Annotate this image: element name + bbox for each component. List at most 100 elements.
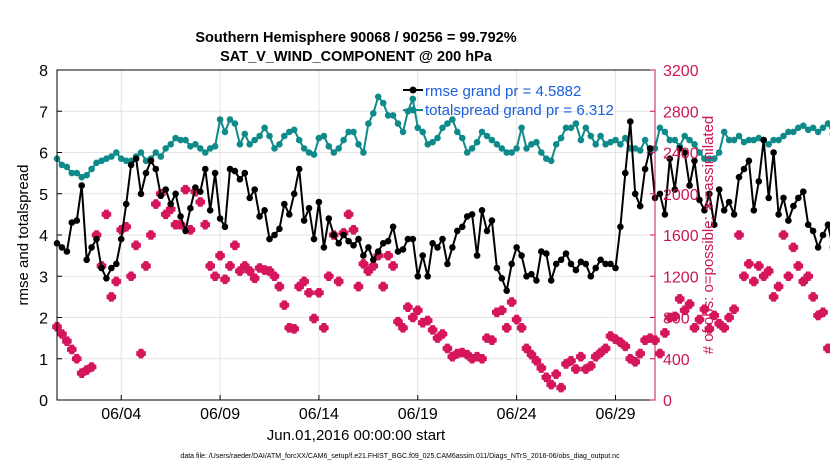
- obs-point: [739, 271, 749, 282]
- series-totalspread-point: [641, 136, 649, 144]
- series-rmse-point: [310, 235, 318, 243]
- series-rmse-point: [720, 207, 728, 214]
- obs-point: [368, 261, 379, 271]
- y-axis-label-right: # of obs: o=possible; ∗=assimilated: [700, 116, 717, 355]
- y-tick-label-left: 2: [39, 311, 48, 328]
- obs-point: [299, 276, 309, 287]
- series-rmse-point: [582, 260, 590, 268]
- series-totalspread-point: [384, 112, 392, 119]
- obs-point: [111, 276, 122, 287]
- obs-point: [319, 323, 329, 333]
- series-rmse-point: [132, 155, 140, 162]
- series-rmse-point: [147, 157, 155, 165]
- series-rmse-point: [706, 190, 713, 198]
- series-rmse: [53, 118, 830, 295]
- series-totalspread-point: [399, 128, 407, 136]
- series-totalspread-point: [671, 136, 679, 144]
- series-rmse-point: [488, 217, 496, 224]
- series-rmse-point: [730, 211, 738, 218]
- obs-point: [230, 240, 240, 251]
- series-rmse-point: [449, 244, 456, 251]
- series-totalspread-point: [300, 145, 308, 152]
- obs-point: [571, 364, 581, 374]
- series-rmse-point: [671, 186, 679, 193]
- obs-point: [106, 292, 117, 302]
- series-totalspread-point: [656, 124, 664, 132]
- series-rmse-point: [290, 190, 298, 198]
- series-totalspread-point: [715, 149, 723, 156]
- series-rmse-point: [587, 273, 595, 280]
- obs-point: [304, 287, 314, 298]
- series-rmse-point: [409, 235, 417, 243]
- series-totalspread-point: [211, 143, 219, 150]
- series-totalspread-point: [261, 124, 268, 132]
- obs-point: [660, 328, 670, 338]
- obs-point: [86, 362, 97, 372]
- series-totalspread-point: [350, 128, 357, 136]
- series-rmse-point: [103, 275, 110, 282]
- obs-point: [373, 250, 384, 261]
- series-totalspread-point: [612, 136, 619, 144]
- series-rmse-point: [434, 244, 441, 251]
- obs-point: [699, 304, 710, 315]
- series-rmse-point: [552, 260, 560, 268]
- series-rmse-point: [636, 202, 644, 210]
- series-rmse-point: [202, 165, 209, 173]
- series-rmse-point: [528, 270, 535, 278]
- series-totalspread-point: [122, 157, 130, 165]
- series-totalspread-point: [587, 132, 595, 140]
- obs-point: [669, 311, 680, 322]
- series-rmse-point: [715, 186, 723, 193]
- obs-point: [101, 209, 112, 220]
- legend-rmse-marker: [409, 86, 417, 94]
- series-totalspread-point: [735, 132, 743, 140]
- series-totalspread-point: [73, 169, 81, 177]
- series-totalspread-point: [290, 126, 298, 134]
- series-rmse-point: [538, 248, 545, 255]
- y-tick-label-left: 6: [39, 146, 48, 163]
- series-rmse-point: [468, 211, 476, 218]
- series-rmse-point: [760, 136, 767, 144]
- obs-point: [71, 353, 82, 364]
- obs-point: [595, 347, 606, 358]
- obs-point: [195, 197, 206, 207]
- series-totalspread-point: [167, 141, 174, 148]
- obs-point: [734, 230, 744, 240]
- series-totalspread-point: [567, 124, 575, 132]
- series-totalspread-point: [483, 132, 491, 140]
- x-tick-label: 06/19: [398, 406, 438, 423]
- series-rmse-point: [98, 264, 105, 272]
- obs-point: [689, 323, 700, 333]
- series-totalspread-point: [162, 145, 169, 152]
- series-totalspread-point: [780, 132, 787, 140]
- series-totalspread-point: [241, 130, 249, 138]
- legend-spread-label: totalspread grand pr = 6.312: [425, 102, 614, 119]
- y-tick-label-right: 1200: [663, 269, 699, 286]
- series-totalspread-point: [83, 171, 90, 179]
- series-rmse-point: [676, 145, 683, 152]
- series-totalspread-point: [498, 145, 506, 152]
- obs-point: [808, 292, 818, 302]
- obs-point: [225, 261, 235, 271]
- series-totalspread-point: [750, 136, 758, 144]
- obs-point: [793, 261, 804, 271]
- obs-point: [67, 344, 77, 355]
- series-totalspread-point: [63, 163, 71, 171]
- obs-point: [635, 348, 645, 359]
- obs-point: [506, 297, 517, 307]
- obs-point: [185, 225, 196, 235]
- series-rmse-point: [612, 264, 619, 272]
- series-totalspread-point: [686, 136, 693, 144]
- series-totalspread-point: [819, 124, 827, 132]
- y-tick-label-right: 800: [663, 311, 690, 328]
- obs-point: [516, 323, 527, 333]
- obs-point: [136, 348, 146, 359]
- obs-point: [818, 307, 828, 318]
- series-totalspread-point: [276, 141, 283, 148]
- series-rmse-point: [350, 242, 357, 249]
- obs-point: [674, 294, 685, 304]
- series-rmse-point: [221, 223, 229, 231]
- obs-point: [383, 250, 393, 261]
- obs-point: [694, 314, 705, 325]
- obs-point: [274, 281, 285, 292]
